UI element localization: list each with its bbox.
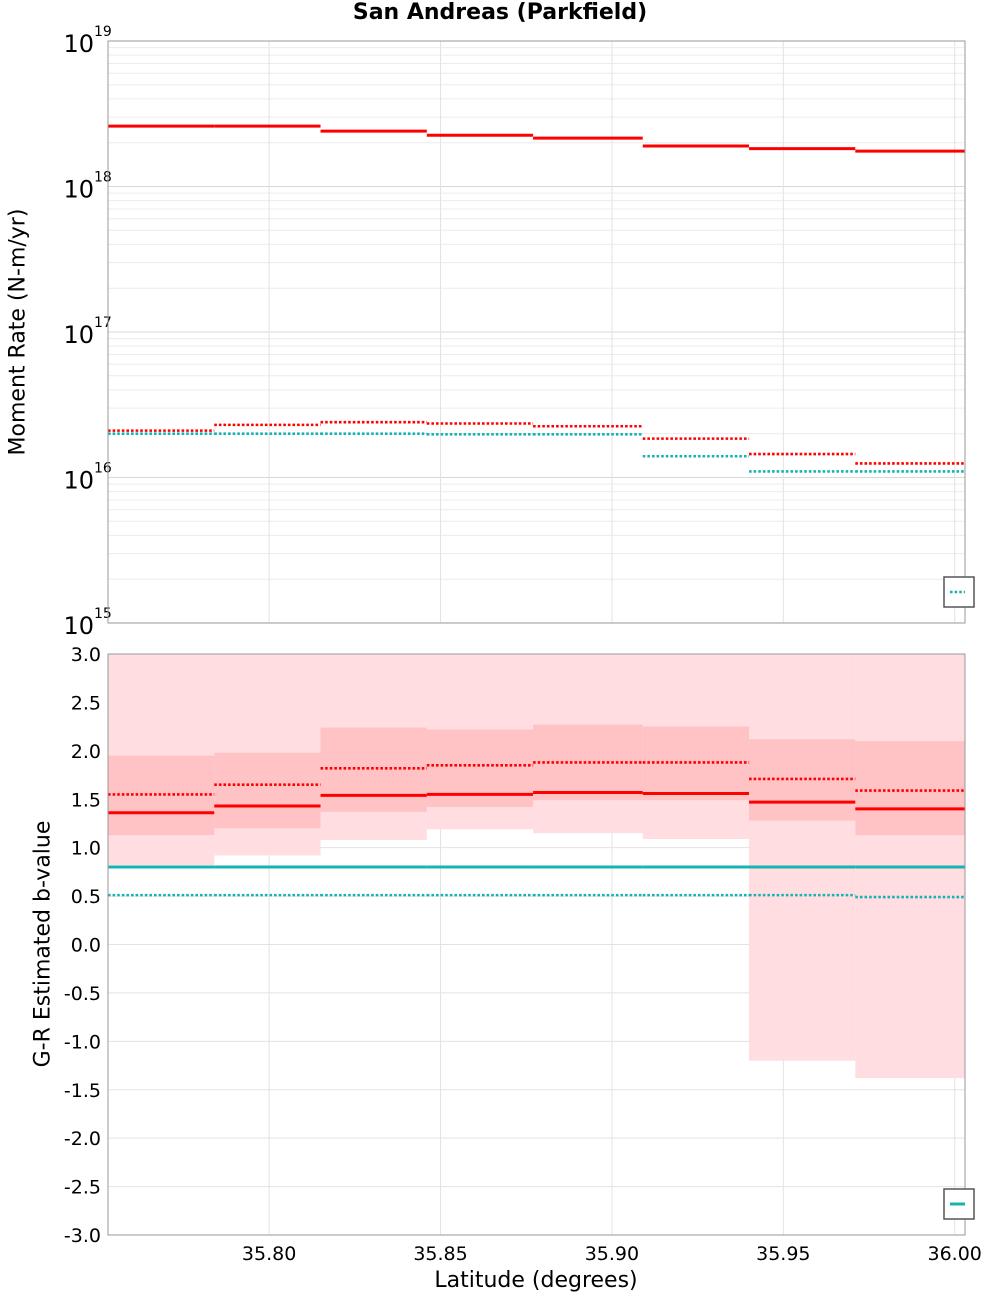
bottom-plot-frame — [107, 653, 966, 1236]
bottom-y-tick-label: -3.0 — [64, 1225, 101, 1247]
x-tick-label: 35.95 — [756, 1243, 810, 1265]
chart-title: San Andreas (Parkfield) — [352, 0, 648, 25]
top-y-tick-exponent: 18 — [94, 170, 112, 186]
top-y-tick-exponent: 16 — [94, 461, 112, 477]
bottom-y-tick-label: -2.5 — [64, 1177, 101, 1199]
top-y-tick-label: 10 — [63, 321, 94, 349]
bottom-y-tick-label: 3.0 — [71, 644, 101, 666]
top-plot-frame — [107, 40, 966, 624]
bottom-band-1-segment — [855, 741, 965, 836]
top-legend-box — [943, 576, 975, 608]
bottom-y-tick-label: -1.5 — [64, 1080, 101, 1102]
x-tick-label: 35.90 — [585, 1243, 639, 1265]
bottom-band-1-segment — [533, 724, 643, 801]
bottom-y-tick-label: 2.5 — [71, 692, 101, 714]
x-tick-label: 35.80 — [242, 1243, 296, 1265]
bottom-y-tick-label: 2.0 — [71, 741, 101, 763]
x-tick-label: 35.85 — [413, 1243, 467, 1265]
top-y-tick-exponent: 15 — [94, 606, 112, 622]
bottom-band-1-segment — [320, 727, 427, 812]
bottom-y-tick-label: -1.0 — [64, 1031, 101, 1053]
bottom-band-1-segment — [214, 752, 321, 829]
bottom-y-tick-label: 0.5 — [71, 886, 101, 908]
bottom-y-tick-label: -0.5 — [64, 983, 101, 1005]
top-y-tick-label: 10 — [63, 176, 94, 204]
top-y-tick-label: 10 — [63, 30, 94, 58]
top-y-tick-exponent: 17 — [94, 315, 112, 331]
bottom-y-tick-label: 1.5 — [71, 789, 101, 811]
bottom-y-tick-label: 1.0 — [71, 838, 101, 860]
x-tick-label: 36.00 — [928, 1243, 982, 1265]
bottom-band-0-segment — [749, 654, 856, 1061]
bottom-y-tick-label: 0.0 — [71, 935, 101, 957]
bottom-y-tick-label: -2.0 — [64, 1128, 101, 1150]
x-axis-label: Latitude (degrees) — [434, 1268, 638, 1293]
top-y-tick-exponent: 19 — [94, 24, 112, 40]
top-y-tick-label: 10 — [63, 612, 94, 640]
b-value-panel: -3.0 -2.5 -2.0 -1.5 -1.0 -0.5 0.0 0.5 1.0 1.5 2.0 2… — [64, 644, 982, 1265]
top-y-tick-label: 10 — [63, 467, 94, 495]
